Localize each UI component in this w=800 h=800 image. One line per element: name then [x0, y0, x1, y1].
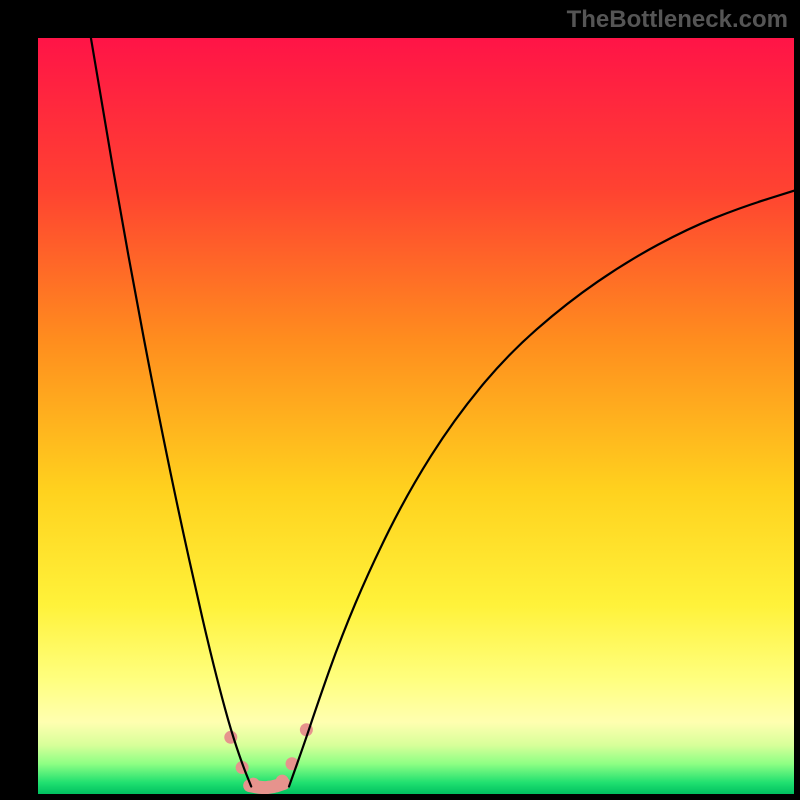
accent-dot: [276, 775, 289, 788]
accent-dot: [262, 781, 275, 794]
chart-container: TheBottleneck.com: [0, 0, 800, 800]
plot-area: [38, 38, 794, 794]
watermark-text: TheBottleneck.com: [567, 6, 788, 34]
plot-svg: [38, 38, 794, 794]
gradient-background: [38, 38, 794, 794]
